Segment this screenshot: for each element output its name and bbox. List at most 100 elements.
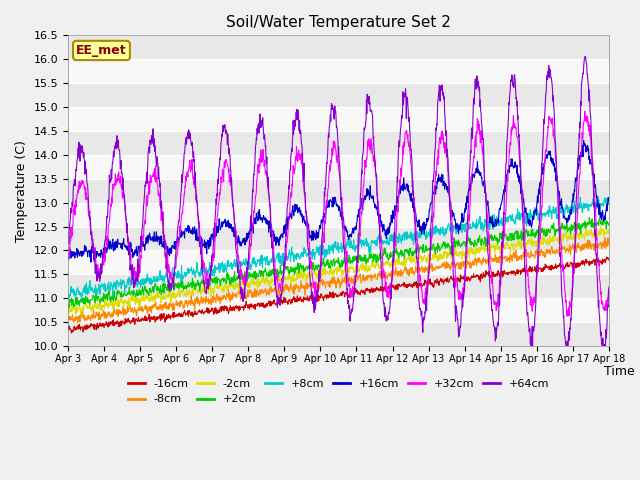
Bar [68, 203, 609, 227]
-16cm [541, 264, 549, 270]
-8cm [245, 288, 253, 294]
+8cm [423, 228, 431, 234]
Legend: -16cm, -8cm, -2cm, +2cm, +8cm, +16cm, +32cm, +64cm: -16cm, -8cm, -2cm, +2cm, +8cm, +16cm, +3… [124, 374, 554, 409]
Bar [68, 251, 609, 275]
+32cm [64, 255, 72, 261]
+8cm [605, 202, 612, 208]
-16cm [68, 330, 76, 336]
+8cm [541, 213, 549, 218]
+64cm [172, 260, 179, 265]
-16cm [423, 279, 431, 285]
-8cm [423, 265, 431, 271]
Y-axis label: Temperature (C): Temperature (C) [15, 140, 28, 241]
+8cm [594, 194, 602, 200]
-2cm [541, 239, 549, 244]
+2cm [493, 235, 501, 241]
Bar [68, 59, 609, 83]
-16cm [64, 328, 72, 334]
Bar [68, 322, 609, 346]
-8cm [172, 301, 179, 307]
+2cm [245, 269, 253, 275]
Bar [68, 298, 609, 322]
Title: Soil/Water Temperature Set 2: Soil/Water Temperature Set 2 [226, 15, 451, 30]
-2cm [605, 228, 612, 233]
+64cm [493, 326, 500, 332]
+64cm [422, 294, 430, 300]
+8cm [172, 271, 179, 277]
-2cm [423, 255, 431, 261]
+2cm [605, 221, 612, 227]
Bar [68, 83, 609, 107]
-16cm [603, 254, 611, 260]
+16cm [605, 198, 612, 204]
-2cm [64, 305, 72, 311]
+32cm [563, 313, 571, 319]
+2cm [541, 229, 549, 235]
Line: +32cm: +32cm [68, 111, 609, 316]
+8cm [493, 219, 501, 225]
-16cm [493, 273, 501, 279]
Line: +8cm: +8cm [68, 197, 609, 300]
+16cm [423, 218, 431, 224]
+2cm [64, 301, 72, 307]
-2cm [185, 290, 193, 296]
+2cm [185, 282, 193, 288]
Bar [68, 179, 609, 203]
+64cm [184, 135, 192, 141]
+8cm [245, 259, 253, 264]
-8cm [74, 320, 82, 325]
+2cm [65, 304, 73, 310]
Text: EE_met: EE_met [76, 44, 127, 57]
Line: +64cm: +64cm [68, 56, 609, 355]
+64cm [541, 114, 548, 120]
Bar [68, 275, 609, 298]
Line: -2cm: -2cm [68, 227, 609, 315]
+8cm [185, 270, 193, 276]
-8cm [541, 254, 549, 260]
-16cm [172, 313, 179, 319]
+16cm [185, 230, 193, 236]
+32cm [184, 168, 192, 174]
+16cm [64, 251, 72, 256]
-8cm [493, 260, 501, 265]
+2cm [423, 248, 431, 254]
-2cm [596, 224, 604, 229]
+64cm [581, 53, 589, 59]
+8cm [64, 292, 72, 298]
-2cm [77, 312, 85, 318]
Line: +16cm: +16cm [68, 141, 609, 262]
+32cm [172, 264, 179, 269]
+64cm [245, 247, 253, 252]
Bar [68, 107, 609, 131]
X-axis label: Time: Time [604, 365, 635, 378]
+16cm [580, 138, 588, 144]
+16cm [541, 159, 549, 165]
+64cm [605, 286, 612, 292]
+32cm [422, 294, 430, 300]
Line: +2cm: +2cm [68, 217, 609, 307]
+32cm [541, 160, 548, 166]
Bar [68, 131, 609, 155]
+16cm [245, 228, 253, 234]
+32cm [581, 108, 589, 114]
-2cm [245, 280, 253, 286]
+8cm [77, 298, 85, 303]
Line: -8cm: -8cm [68, 238, 609, 323]
+64cm [64, 240, 72, 246]
+32cm [605, 284, 612, 289]
-8cm [601, 235, 609, 240]
-8cm [64, 313, 72, 319]
-8cm [605, 242, 612, 248]
-16cm [605, 257, 612, 263]
+2cm [172, 282, 179, 288]
-2cm [172, 294, 179, 300]
+32cm [493, 299, 500, 305]
+64cm [598, 352, 606, 358]
+16cm [493, 216, 501, 222]
Bar [68, 227, 609, 251]
+16cm [172, 246, 179, 252]
Line: -16cm: -16cm [68, 257, 609, 333]
Bar [68, 36, 609, 59]
-16cm [245, 305, 253, 311]
-2cm [493, 244, 501, 250]
